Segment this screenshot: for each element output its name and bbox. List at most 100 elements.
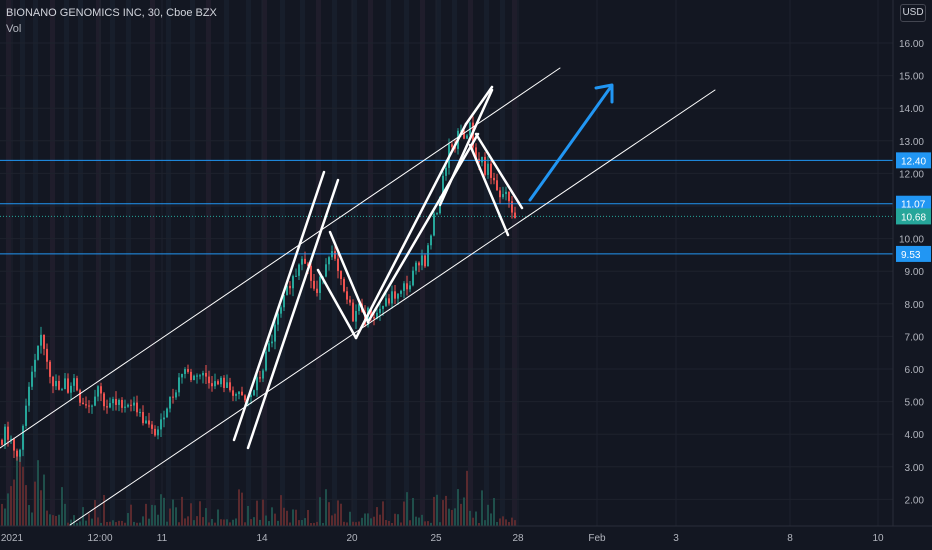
- candle-body: [490, 163, 492, 178]
- session-bands: [6, 0, 517, 526]
- session-band: [332, 0, 337, 526]
- volume-bar: [442, 500, 444, 526]
- session-band: [224, 0, 229, 526]
- session-band: [126, 0, 131, 526]
- price-axis[interactable]: 16.0015.0014.0013.0012.0011.0010.009.008…: [892, 0, 932, 550]
- volume-bar: [490, 513, 492, 526]
- volume-bar: [271, 507, 273, 526]
- volume-bar: [322, 522, 324, 526]
- candle-body: [244, 395, 246, 401]
- candle-body: [121, 399, 123, 408]
- price-tick-label: 3.00: [905, 463, 925, 474]
- candle-body: [301, 258, 303, 265]
- candle-body: [196, 375, 198, 377]
- candle-body: [31, 371, 33, 387]
- volume-bar: [58, 514, 60, 526]
- volume-bar: [496, 521, 498, 526]
- candle-body: [355, 311, 357, 322]
- candle-body: [7, 426, 9, 440]
- volume-bar: [181, 496, 183, 526]
- candle-body: [163, 417, 165, 420]
- volume-bar: [133, 521, 135, 526]
- volume-bar: [475, 511, 477, 526]
- time-axis[interactable]: 2021 12:00 11 14 20 25 28 Feb 3 8 10: [0, 525, 932, 550]
- volume-bar: [106, 521, 108, 526]
- candle-body: [127, 404, 129, 407]
- candle-body: [304, 258, 306, 264]
- candle-body: [325, 264, 327, 277]
- candle-body: [67, 378, 69, 393]
- candle-body: [385, 298, 387, 306]
- time-tick-label: 25: [430, 533, 442, 544]
- price-tick-label: 7.00: [905, 332, 925, 343]
- volume-bar: [142, 516, 144, 526]
- candle-body: [145, 420, 147, 424]
- volume-bar: [148, 518, 150, 526]
- volume-bar: [241, 492, 243, 526]
- candle-body: [73, 378, 75, 386]
- volume-bar: [55, 515, 57, 526]
- projection-arrow-head: [594, 83, 614, 104]
- trend-line: [0, 67, 561, 449]
- trend-drawings[interactable]: [0, 67, 716, 526]
- volume-bar: [64, 503, 66, 526]
- volume-bar: [451, 509, 453, 526]
- candle-body: [292, 276, 294, 289]
- candle-body: [514, 212, 516, 219]
- volume-bar: [403, 501, 405, 526]
- candle-body: [487, 163, 489, 175]
- candle-body: [496, 180, 498, 191]
- volume-bar: [118, 520, 120, 526]
- volume-bar: [430, 522, 432, 526]
- volume-bar: [412, 497, 414, 526]
- candle-body: [229, 382, 231, 391]
- time-tick-label: 12:00: [87, 533, 112, 544]
- volume-bar: [139, 522, 141, 526]
- candle-body: [61, 389, 63, 391]
- level-price-label: 12.40: [901, 156, 926, 167]
- volume-bar: [457, 489, 459, 526]
- price-tick-label: 15.00: [899, 72, 924, 83]
- candle-body: [136, 402, 138, 413]
- symbol-title: BIONANO GENOMICS INC, 30, Cboe BZX: [6, 7, 217, 19]
- candle-body: [262, 370, 264, 379]
- candle-body: [52, 376, 54, 387]
- volume-bar: [310, 522, 312, 526]
- session-band: [512, 0, 517, 526]
- candle-body: [88, 405, 90, 407]
- volume-bar: [421, 514, 423, 526]
- candle-body: [106, 406, 108, 408]
- session-band: [33, 0, 38, 526]
- volume-bar: [214, 522, 216, 526]
- candle-body: [100, 386, 102, 394]
- candle-body: [319, 276, 321, 293]
- volume-bar: [478, 522, 480, 526]
- candle-body: [481, 156, 483, 163]
- currency-button[interactable]: USD: [900, 4, 926, 22]
- candle-body: [109, 403, 111, 408]
- candle-body: [223, 377, 225, 388]
- candle-body: [82, 402, 84, 405]
- candle-body: [10, 438, 12, 440]
- volume-bar: [40, 490, 42, 526]
- session-band: [280, 0, 285, 526]
- candle-body: [232, 390, 234, 396]
- volume-bar: [235, 518, 237, 526]
- price-levels[interactable]: 12.40 11.07 9.53 10.68: [0, 152, 931, 262]
- session-band: [150, 0, 155, 526]
- last-price-tag: [896, 208, 931, 225]
- price-tick-label: 16.00: [899, 39, 924, 50]
- price-tick-label: 6.00: [905, 365, 925, 376]
- candle-body: [46, 348, 48, 362]
- volume-bar: [85, 520, 87, 526]
- trend-line: [69, 89, 716, 526]
- candle-body: [451, 144, 453, 147]
- volume-bar: [196, 516, 198, 526]
- volume-bar: [46, 510, 48, 526]
- candle-body: [418, 262, 420, 266]
- candle-body: [187, 369, 189, 372]
- candle-body: [178, 377, 180, 393]
- price-tick-label: 12.00: [899, 169, 924, 180]
- candle-body: [421, 255, 423, 266]
